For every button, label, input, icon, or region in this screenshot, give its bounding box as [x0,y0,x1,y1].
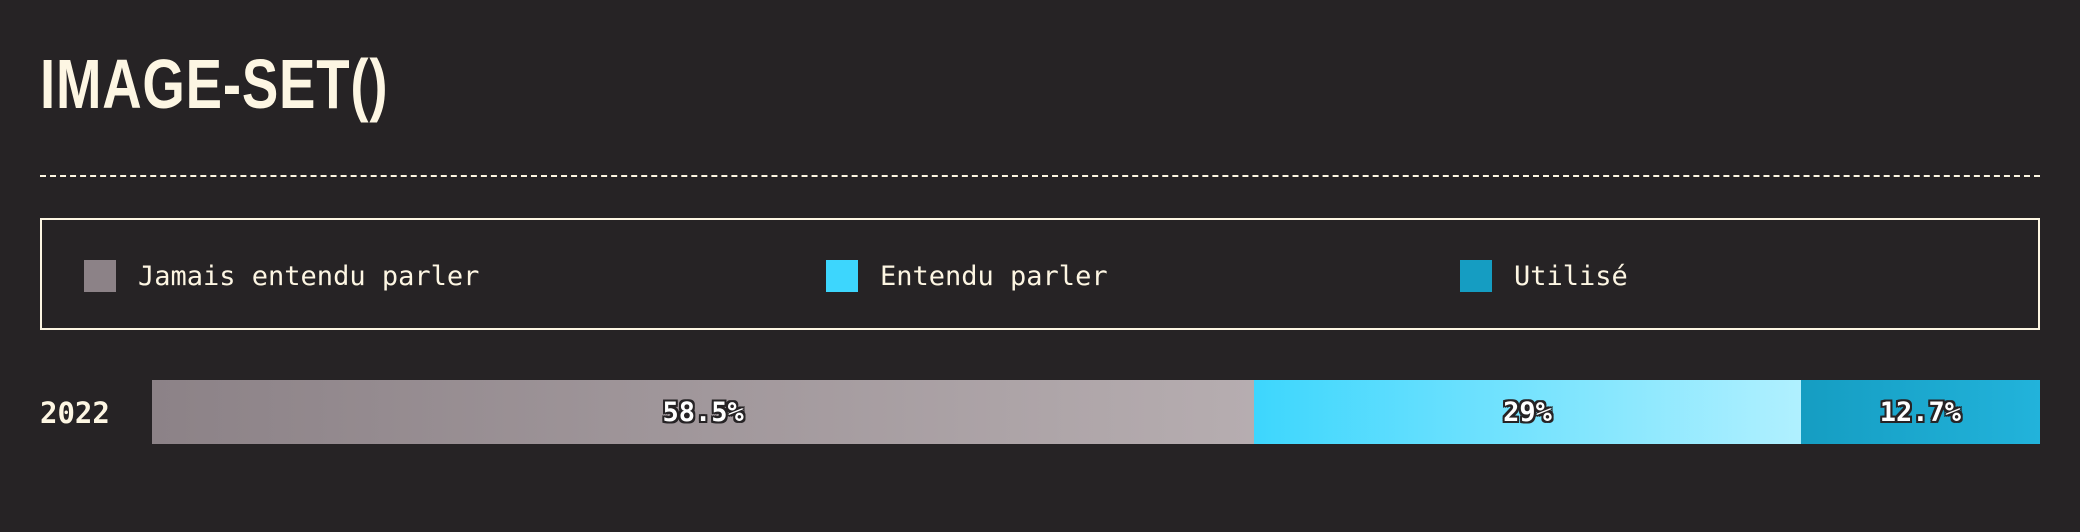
stacked-bar-2022: 58.5% 29% 12.7% [152,380,2040,444]
chart-title: IMAGE-SET() [40,45,389,123]
legend-label-never-heard: Jamais entendu parler [138,260,480,292]
legend-swatch-used [1460,260,1492,292]
bar-segment-used: 12.7% [1800,380,2040,444]
bar-segment-heard: 29% [1254,380,1801,444]
legend-swatch-never-heard [84,260,116,292]
dashed-divider [40,175,2040,177]
row-label-2022: 2022 [40,396,110,430]
legend-item-heard: Entendu parler [826,260,1108,292]
data-label-used: 12.7% [1879,396,1961,428]
legend-swatch-heard [826,260,858,292]
legend-label-heard: Entendu parler [880,260,1108,292]
data-label-heard: 29% [1503,396,1552,428]
bar-segment-never-heard: 58.5% [152,380,1255,444]
legend: Jamais entendu parler Entendu parler Uti… [40,218,2040,330]
legend-label-used: Utilisé [1514,260,1628,292]
legend-item-used: Utilisé [1460,260,1628,292]
data-label-never-heard: 58.5% [662,396,744,428]
legend-item-never-heard: Jamais entendu parler [84,260,479,292]
